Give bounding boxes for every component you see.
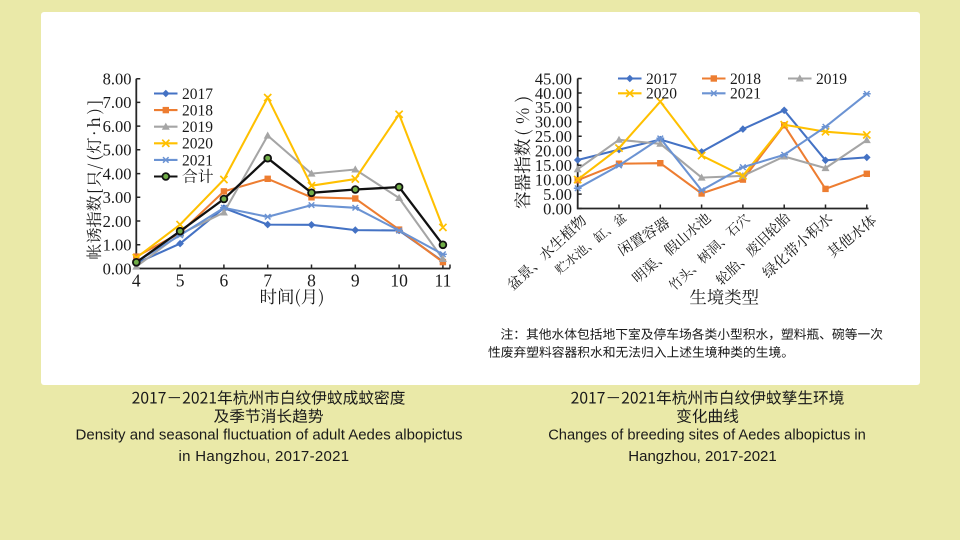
svg-text:7: 7	[263, 271, 272, 291]
svg-text:2021: 2021	[730, 86, 761, 103]
svg-text:40.00: 40.00	[535, 84, 572, 103]
svg-text:6.00: 6.00	[103, 117, 132, 136]
svg-text:20.00: 20.00	[535, 142, 572, 161]
svg-text:2020: 2020	[646, 86, 677, 103]
svg-text:2018: 2018	[182, 103, 213, 120]
svg-text:10: 10	[390, 271, 408, 291]
svg-text:in Hangzhou, 2017-2021: in Hangzhou, 2017-2021	[179, 448, 350, 465]
svg-text:1.00: 1.00	[103, 236, 132, 255]
svg-text:8.00: 8.00	[103, 70, 132, 89]
svg-text:Changes of breeding sites of A: Changes of breeding sites of Aedes albop…	[548, 428, 866, 444]
svg-text:2017: 2017	[182, 86, 213, 103]
svg-text:4.00: 4.00	[103, 164, 132, 183]
svg-text:35.00: 35.00	[535, 98, 572, 117]
svg-text:15.00: 15.00	[535, 156, 572, 175]
svg-text:9: 9	[351, 271, 360, 291]
svg-text:Hangzhou, 2017-2021: Hangzhou, 2017-2021	[628, 448, 776, 465]
svg-text:6: 6	[220, 271, 229, 291]
svg-text:25.00: 25.00	[535, 127, 572, 146]
svg-text:8: 8	[307, 271, 316, 291]
svg-text:2.00: 2.00	[103, 212, 132, 231]
svg-text:5.00: 5.00	[103, 141, 132, 160]
svg-text:5.00: 5.00	[543, 185, 572, 204]
svg-text:30.00: 30.00	[535, 113, 572, 132]
svg-text:2017: 2017	[646, 71, 677, 88]
svg-text:7.00: 7.00	[103, 93, 132, 112]
svg-text:2019: 2019	[182, 119, 213, 136]
svg-text:Density and seasonal fluctuati: Density and seasonal fluctuation of adul…	[76, 427, 463, 444]
svg-text:2018: 2018	[730, 71, 761, 88]
svg-text:10.00: 10.00	[535, 170, 572, 189]
svg-text:2020: 2020	[182, 136, 213, 153]
svg-text:0.00: 0.00	[103, 259, 132, 278]
svg-text:45.00: 45.00	[535, 69, 572, 88]
svg-text:0.00: 0.00	[543, 199, 572, 218]
svg-text:5: 5	[176, 271, 185, 291]
svg-text:4: 4	[132, 271, 141, 291]
svg-text:3.00: 3.00	[103, 188, 132, 207]
svg-text:2019: 2019	[816, 71, 847, 88]
svg-text:2021: 2021	[182, 152, 213, 169]
svg-text:11: 11	[434, 271, 451, 291]
